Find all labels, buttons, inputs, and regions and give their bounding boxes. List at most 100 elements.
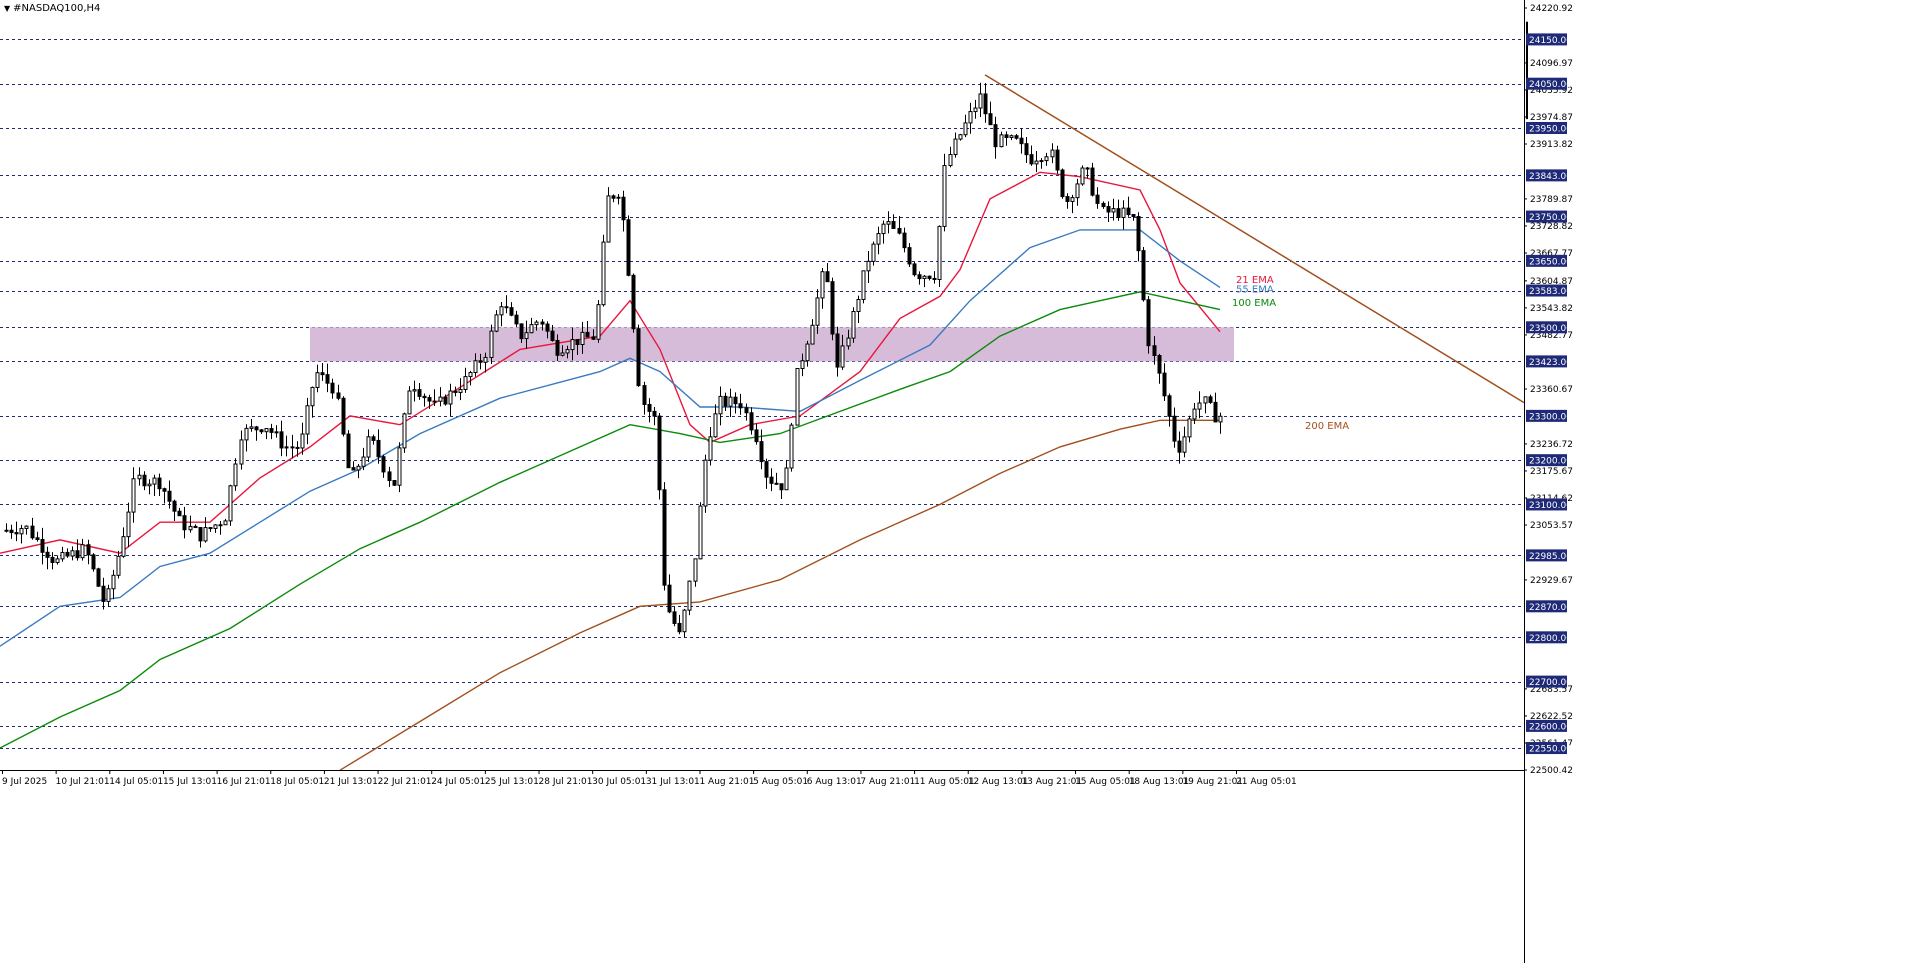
ema-label-3: 200 EMA	[1305, 421, 1349, 432]
candle-163	[835, 326, 840, 377]
price-tick-label-8: 23604.87	[1530, 277, 1573, 287]
ema-label-1: 55 EMA	[1236, 285, 1274, 296]
candle-187	[958, 133, 963, 141]
candle-8	[45, 546, 50, 570]
axis-frame	[0, 0, 1528, 963]
time-tick-label-1: 10 Jul 21:01	[56, 777, 110, 787]
time-tick-label-9: 25 Jul 13:01	[485, 777, 539, 787]
candle-113	[580, 321, 585, 354]
candle-91	[468, 370, 473, 386]
candle-202	[1034, 150, 1039, 173]
candle-218	[1116, 199, 1121, 221]
candle-153	[784, 459, 789, 491]
candle-24	[126, 502, 131, 548]
candle-130	[667, 574, 672, 614]
candle-231	[1182, 426, 1187, 458]
time-axis[interactable]: 9 Jul 2025 10 Jul 21:01 14 Jul 05:01 15 Jul…	[2, 770, 1297, 787]
candle-222	[1136, 212, 1141, 262]
candle-109	[560, 345, 565, 357]
candle-200	[1024, 137, 1029, 164]
candle-186	[953, 132, 958, 158]
candle-90	[463, 367, 468, 393]
svg-text:22985.00: 22985.00	[1529, 552, 1572, 562]
candle-148	[759, 429, 764, 470]
candle-140	[718, 386, 723, 426]
price-tick-label-18: 22622.52	[1530, 712, 1573, 722]
candle-155	[795, 367, 800, 426]
candle-80	[412, 380, 417, 402]
candle-206	[1055, 145, 1060, 174]
candle-213	[1090, 162, 1095, 197]
candle-87	[448, 383, 453, 416]
candle-75	[387, 466, 392, 487]
candle-142	[728, 388, 733, 417]
candle-13	[70, 546, 75, 561]
candle-5	[30, 517, 35, 540]
candle-238	[1218, 412, 1223, 434]
candle-93	[478, 353, 483, 370]
price-axis[interactable]: 24220.92 24096.97 24035.92 23974.87 23913.82…	[1524, 4, 1573, 776]
candle-53	[274, 425, 279, 438]
candle-102	[524, 320, 529, 349]
ema-line-2	[0, 291, 1221, 749]
candle-119	[611, 194, 616, 203]
candle-156	[800, 353, 805, 377]
candle-15	[80, 538, 85, 561]
candle-234	[1197, 391, 1202, 419]
price-tick-label-0: 24220.92	[1530, 4, 1573, 14]
candle-115	[591, 329, 596, 341]
candle-169	[866, 251, 871, 284]
candle-193	[988, 101, 993, 126]
level-price-label-9: 23300.00	[1526, 409, 1572, 422]
candle-147	[754, 423, 759, 445]
candle-159	[815, 289, 820, 334]
candle-136	[698, 502, 703, 560]
svg-text:23950.00: 23950.00	[1529, 124, 1572, 134]
downtrend-line[interactable]	[984, 74, 1525, 404]
candle-176	[902, 227, 907, 253]
candle-157	[805, 340, 810, 367]
candle-219	[1121, 200, 1126, 230]
candle-58	[300, 422, 305, 455]
candle-208	[1065, 193, 1070, 209]
candle-131	[672, 606, 677, 627]
candle-92	[473, 353, 478, 377]
candle-203	[1039, 158, 1044, 169]
candle-152	[779, 483, 784, 499]
candle-22	[116, 550, 121, 579]
candle-41	[213, 524, 218, 533]
candle-104	[534, 320, 539, 331]
level-price-label-12: 22985.00	[1526, 549, 1572, 562]
candle-74	[381, 454, 386, 478]
time-tick-label-2: 14 Jul 05:01	[109, 777, 163, 787]
time-tick-label-23: 21 Aug 05:01	[1236, 777, 1297, 787]
candle-35	[182, 506, 187, 539]
candle-124	[636, 324, 641, 387]
candle-55	[284, 435, 289, 457]
ema-label-0: 21 EMA	[1236, 275, 1274, 286]
candle-106	[545, 321, 550, 339]
candle-196	[1004, 131, 1009, 146]
dropdown-triangle-icon[interactable]: ▼	[4, 4, 11, 13]
candle-128	[657, 412, 662, 500]
svg-text:23650.00: 23650.00	[1529, 257, 1572, 267]
candle-177	[907, 243, 912, 268]
resistance-zone	[310, 327, 1234, 362]
candle-181	[927, 275, 932, 281]
time-tick-label-5: 18 Jul 05:01	[270, 777, 324, 787]
candle-7	[40, 527, 45, 565]
candle-235	[1203, 396, 1208, 414]
candle-151	[774, 472, 779, 485]
svg-text:23750.00: 23750.00	[1529, 213, 1572, 223]
candle-29	[152, 474, 157, 496]
candle-3	[19, 524, 24, 544]
candle-100	[514, 310, 519, 327]
candle-79	[407, 386, 412, 415]
candle-116	[596, 300, 601, 343]
candle-16	[86, 539, 91, 565]
candle-179	[917, 271, 922, 285]
candle-197	[1009, 134, 1014, 141]
svg-text:23843.00: 23843.00	[1529, 172, 1572, 182]
